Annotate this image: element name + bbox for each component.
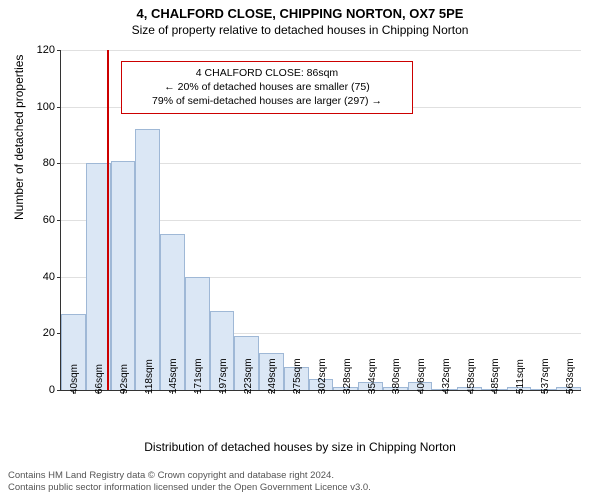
callout-line: 79% of semi-detached houses are larger (… (130, 94, 404, 108)
x-tick-label: 485sqm (490, 358, 501, 394)
x-tick-label: 537sqm (540, 358, 551, 394)
y-tick-label: 100 (37, 101, 61, 113)
x-tick-label: 118sqm (144, 359, 155, 394)
x-tick-label: 223sqm (243, 358, 254, 394)
y-tick-label: 80 (43, 157, 61, 169)
histogram-bar (111, 161, 136, 391)
x-tick-label: 302sqm (317, 358, 328, 394)
histogram-bar (135, 129, 160, 390)
y-tick-label: 60 (43, 214, 61, 226)
x-tick-label: 66sqm (94, 364, 105, 394)
chart-title: 4, CHALFORD CLOSE, CHIPPING NORTON, OX7 … (0, 0, 600, 21)
footer-attribution: Contains HM Land Registry data © Crown c… (8, 470, 371, 494)
callout-box: 4 CHALFORD CLOSE: 86sqm← 20% of detached… (121, 61, 413, 114)
x-tick-label: 406sqm (416, 358, 427, 394)
x-tick-label: 354sqm (367, 358, 378, 394)
chart-subtitle: Size of property relative to detached ho… (0, 21, 600, 37)
x-tick-label: 380sqm (391, 358, 402, 394)
x-tick-label: 249sqm (267, 358, 278, 394)
x-tick-label: 171sqm (193, 358, 204, 394)
x-tick-label: 145sqm (168, 358, 179, 394)
x-tick-label: 275sqm (292, 358, 303, 394)
callout-line: ← 20% of detached houses are smaller (75… (130, 80, 404, 94)
y-tick-label: 40 (43, 271, 61, 283)
x-tick-label: 458sqm (466, 358, 477, 394)
footer-line: Contains public sector information licen… (8, 482, 371, 494)
footer-line: Contains HM Land Registry data © Crown c… (8, 470, 371, 482)
y-tick-label: 0 (49, 384, 61, 396)
y-tick-label: 120 (37, 44, 61, 56)
plot-area: 02040608010012040sqm66sqm92sqm118sqm145s… (60, 50, 581, 391)
x-tick-label: 92sqm (119, 364, 130, 394)
y-axis-label: Number of detached properties (12, 55, 26, 220)
reference-line (107, 50, 109, 390)
x-tick-label: 197sqm (218, 358, 229, 394)
callout-line: 4 CHALFORD CLOSE: 86sqm (130, 66, 404, 80)
y-tick-label: 20 (43, 327, 61, 339)
chart-container: 4, CHALFORD CLOSE, CHIPPING NORTON, OX7 … (0, 0, 600, 500)
x-tick-label: 40sqm (69, 364, 80, 394)
grid-line (61, 50, 581, 51)
x-tick-label: 563sqm (565, 358, 576, 394)
x-axis-label: Distribution of detached houses by size … (0, 440, 600, 454)
x-tick-label: 511sqm (515, 359, 526, 394)
x-tick-label: 432sqm (441, 358, 452, 394)
x-tick-label: 328sqm (342, 358, 353, 394)
